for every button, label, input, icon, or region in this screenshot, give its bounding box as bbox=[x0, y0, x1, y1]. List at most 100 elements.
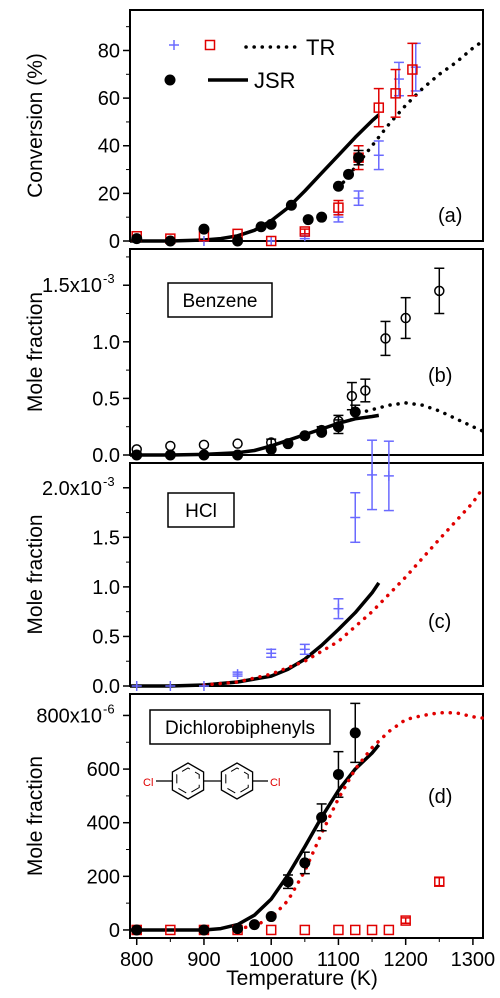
data-point-filled-circle bbox=[299, 430, 310, 441]
y-tick-label: 0.0 bbox=[92, 676, 120, 698]
data-point-cross bbox=[165, 681, 175, 691]
y-tick-label: 60 bbox=[98, 88, 120, 110]
axis-labels: Temperature (K) 0 20 40 60 80 Conversion (%) (… bbox=[24, 40, 495, 990]
data-point-filled-circle bbox=[283, 438, 294, 449]
data-point-filled-circle bbox=[232, 923, 243, 934]
data-point-filled-circle bbox=[333, 181, 344, 192]
data-point-cross bbox=[300, 644, 310, 654]
data-point-filled-circle bbox=[353, 152, 364, 163]
data-point-filled-circle bbox=[266, 911, 277, 922]
data-point-filled-circle bbox=[198, 224, 209, 235]
data-point-square bbox=[206, 41, 215, 50]
data-point-filled-circle bbox=[303, 214, 314, 225]
y-tick-label: 0 bbox=[109, 920, 120, 942]
y-tick-label: 0 bbox=[109, 231, 120, 253]
data-point-filled-circle bbox=[131, 924, 142, 935]
data-point-filled-circle bbox=[232, 236, 243, 247]
x-tick-label: 1300 bbox=[451, 949, 496, 971]
data-point-square bbox=[300, 925, 309, 934]
y-tick-label: 400 bbox=[87, 813, 120, 835]
data-point-filled-circle bbox=[316, 212, 327, 223]
x-tick-label: 1000 bbox=[249, 949, 294, 971]
x-tick-label: 1100 bbox=[317, 949, 360, 971]
x-tick-label: 1200 bbox=[383, 949, 428, 971]
data-point-square bbox=[368, 925, 377, 934]
y-tick-label: 1.5x10 bbox=[42, 275, 102, 297]
data-point-filled-circle bbox=[131, 450, 142, 461]
data-point-filled-circle bbox=[266, 444, 277, 455]
species-label: Dichlorobiphenyls bbox=[165, 718, 315, 739]
data-point-filled-circle bbox=[316, 812, 327, 823]
panel-tag: (c) bbox=[428, 611, 451, 633]
data-point-filled-circle bbox=[165, 450, 176, 461]
data-point-cross bbox=[233, 669, 243, 679]
data-point-cross bbox=[367, 470, 377, 480]
data-markers bbox=[131, 43, 444, 935]
data-point-cross bbox=[374, 150, 384, 160]
y-tick-label: 200 bbox=[87, 866, 120, 888]
y-tick-exponent: -6 bbox=[103, 701, 115, 716]
data-point-filled-circle bbox=[316, 427, 327, 438]
data-point-filled-circle bbox=[343, 169, 354, 180]
y-tick-label: 1.5 bbox=[92, 527, 120, 549]
dichlorobiphenyl-structure: Cl Cl bbox=[143, 763, 280, 799]
data-point-square bbox=[384, 925, 393, 934]
data-point-filled-circle bbox=[165, 236, 176, 247]
data-point-filled-circle bbox=[165, 75, 176, 86]
y-tick-label: 0.5 bbox=[92, 388, 120, 410]
y-tick-label: 1.0 bbox=[92, 577, 120, 599]
data-point-cross bbox=[169, 40, 179, 50]
data-point-square bbox=[351, 925, 360, 934]
data-point-open-circle bbox=[199, 440, 208, 449]
legend-jsr-label: JSR bbox=[254, 68, 296, 93]
y-tick-label: 1.0 bbox=[92, 332, 120, 354]
panel-tag: (a) bbox=[438, 205, 462, 227]
data-point-filled-circle bbox=[333, 769, 344, 780]
plot-frame-2 bbox=[130, 249, 483, 455]
data-point-cross bbox=[384, 471, 394, 481]
series-line-dotted bbox=[338, 41, 483, 189]
data-point-square bbox=[334, 925, 343, 934]
series-line-dotted bbox=[204, 488, 483, 685]
data-point-cross bbox=[354, 193, 364, 203]
y-tick-label: 0.0 bbox=[92, 445, 120, 467]
data-point-filled-circle bbox=[286, 200, 297, 211]
y-tick-label: 0.5 bbox=[92, 626, 120, 648]
species-label: HCl bbox=[185, 501, 217, 522]
y-axis-title: Mole fraction bbox=[24, 292, 47, 412]
y-tick-label: 20 bbox=[98, 183, 120, 205]
data-point-cross bbox=[333, 604, 343, 614]
panel-tag: (b) bbox=[428, 365, 452, 387]
data-point-filled-circle bbox=[350, 406, 361, 417]
data-point-filled-circle bbox=[333, 421, 344, 432]
legend-tr-label: TR bbox=[306, 35, 335, 60]
data-point-filled-circle bbox=[249, 919, 260, 930]
data-point-filled-circle bbox=[131, 233, 142, 244]
y-tick-label: 2.0x10 bbox=[42, 478, 102, 500]
species-label: Benzene bbox=[182, 291, 257, 312]
data-point-cross bbox=[199, 681, 209, 691]
x-tick-label: 900 bbox=[187, 949, 220, 971]
data-point-cross bbox=[132, 681, 142, 691]
data-point-filled-circle bbox=[299, 857, 310, 868]
svg-text:Cl: Cl bbox=[143, 777, 153, 789]
legend: TR JSR bbox=[165, 35, 336, 93]
data-point-filled-circle bbox=[198, 450, 209, 461]
y-axis-title: Conversion (%) bbox=[24, 53, 47, 198]
y-tick-label: 80 bbox=[98, 40, 120, 62]
y-axis-title: Mole fraction bbox=[24, 756, 47, 876]
data-point-open-circle bbox=[166, 441, 175, 450]
data-point-cross bbox=[350, 513, 360, 523]
data-point-open-circle bbox=[233, 439, 242, 448]
y-tick-label: 600 bbox=[87, 759, 120, 781]
y-axis-title: Mole fraction bbox=[24, 514, 47, 634]
panel-tag: (d) bbox=[428, 786, 452, 808]
data-point-filled-circle bbox=[266, 219, 277, 230]
data-point-filled-circle bbox=[350, 727, 361, 738]
y-tick-exponent: -3 bbox=[103, 474, 115, 489]
data-point-filled-circle bbox=[198, 924, 209, 935]
data-point-filled-circle bbox=[256, 221, 267, 232]
x-tick-label: 800 bbox=[120, 949, 153, 971]
y-tick-exponent: -3 bbox=[103, 271, 115, 286]
